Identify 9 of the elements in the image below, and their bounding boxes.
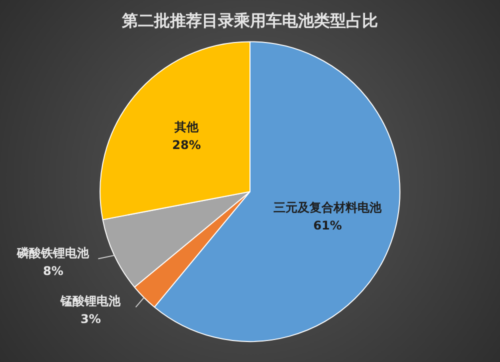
data-label: 61% <box>313 218 342 233</box>
data-label: 3% <box>80 312 101 326</box>
slice-label: 三元及复合材料电池 <box>274 200 383 215</box>
slice-label: 其他 <box>173 120 200 134</box>
slice-label: 锰酸锂电池 <box>60 294 122 308</box>
chart-title: 第二批推荐目录乘用车电池类型占比 <box>121 10 378 30</box>
data-label: 8% <box>42 264 64 278</box>
data-label: 28% <box>172 138 201 152</box>
slice-label: 磷酸铁锂电池 <box>16 246 90 260</box>
